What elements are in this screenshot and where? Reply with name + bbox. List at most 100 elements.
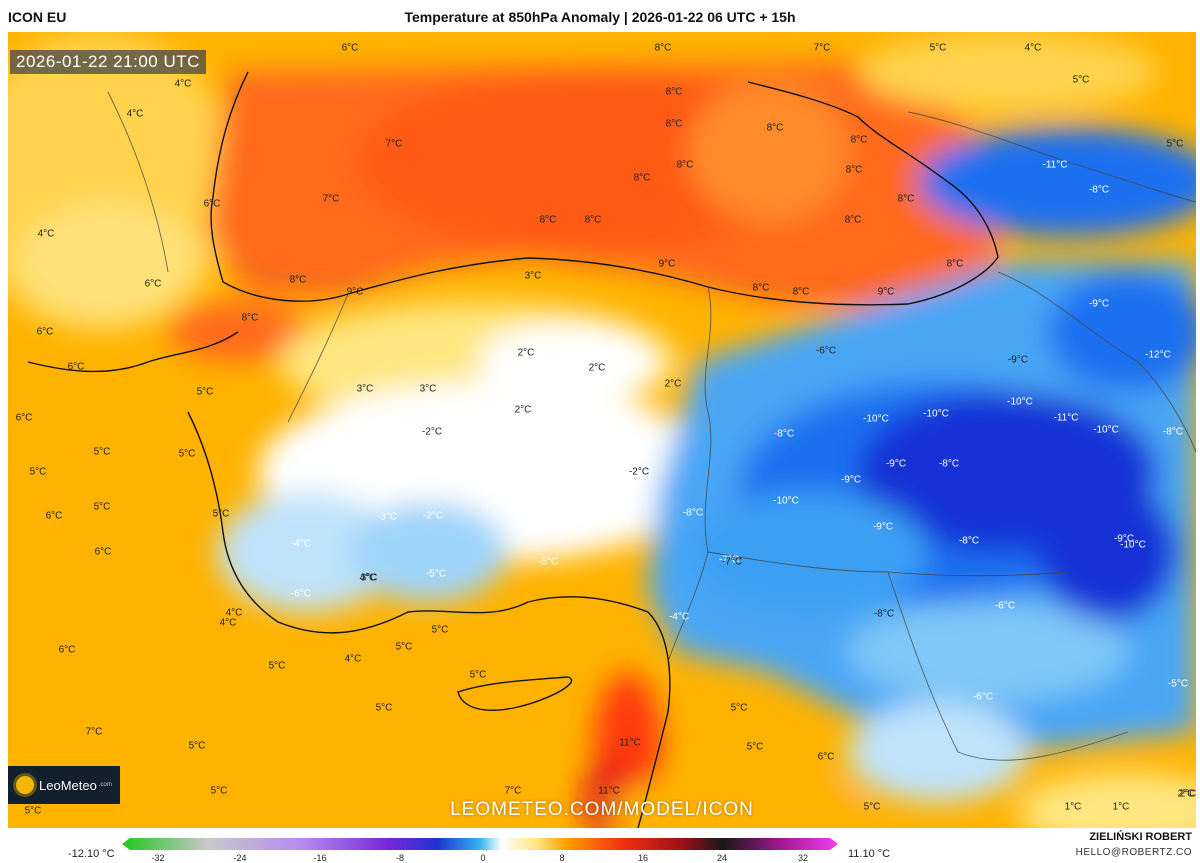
temperature-label: -6°C	[815, 345, 837, 357]
colorbar-tick-label: 8	[559, 853, 565, 863]
temperature-label: 3°C	[524, 270, 542, 282]
logo-suffix: .com	[98, 782, 112, 788]
temperature-label: 9°C	[877, 286, 895, 298]
temperature-label: -2°C	[422, 510, 444, 522]
colorbar-tick-label: 32	[797, 853, 809, 863]
temperature-label: -5°C	[425, 568, 447, 580]
temperature-label: 4°C	[1024, 42, 1042, 54]
temperature-label: 2°C	[517, 347, 535, 359]
sun-logo-icon	[16, 776, 34, 794]
temperature-label: 5°C	[24, 805, 42, 817]
map-area[interactable]: 2026-01-22 21:00 UTC 6°C 8°C 7°C 5°C 4°C 5°C 4…	[8, 32, 1196, 828]
temperature-label: 8°C	[676, 159, 694, 171]
temperature-label: 3°C	[419, 383, 437, 395]
temperature-label: 8°C	[539, 214, 557, 226]
temperature-label: 8°C	[850, 134, 868, 146]
temperature-label: 6°C	[341, 42, 359, 54]
temperature-label: 8°C	[766, 122, 784, 134]
temperature-label: 7°C	[504, 785, 522, 797]
temperature-label: -4°C	[290, 538, 312, 550]
temperature-label: -5°C	[537, 556, 559, 568]
temperature-label: 6°C	[94, 546, 112, 558]
temperature-label: 5°C	[1166, 138, 1184, 150]
temperature-label: 8°C	[633, 172, 651, 184]
temperature-label: -9°C	[1088, 298, 1110, 310]
temperature-label: 8°C	[897, 193, 915, 205]
temperature-label: 5°C	[268, 660, 286, 672]
temperature-label: 5°C	[746, 741, 764, 753]
temperature-label: 2°C	[514, 404, 532, 416]
temperature-label: 6°C	[15, 412, 33, 424]
temperature-label: -4°C	[668, 611, 690, 623]
temperature-label: -7°C	[718, 554, 740, 566]
temperature-label: -10°C	[1093, 424, 1119, 436]
temperature-label: 6°C	[67, 361, 85, 373]
author-email[interactable]: HELLO@ROBERTZ.CO	[1075, 847, 1192, 858]
temperature-label: 3°C	[360, 572, 378, 584]
temperature-label: 1°C	[1064, 801, 1082, 813]
temperature-label: 5°C	[863, 801, 881, 813]
temperature-label: -9°C	[1113, 533, 1135, 545]
temperature-label: 4°C	[225, 607, 243, 619]
anomaly-field	[8, 32, 1196, 828]
temperature-label: 5°C	[1072, 74, 1090, 86]
leometeo-logo[interactable]: LeoMeteo .com	[8, 766, 120, 804]
temperature-label: -7°C	[721, 556, 743, 568]
temperature-label: 6°C	[817, 751, 835, 763]
temperature-label: 4°C	[359, 572, 377, 584]
temperature-label: -9°C	[885, 458, 907, 470]
temperature-label: 8°C	[845, 164, 863, 176]
temperature-label: -8°C	[938, 458, 960, 470]
footer: -12.10 °C -32 -24 -16 -8 0 8 16 24 32 11.10	[0, 828, 1200, 863]
colorbar-tick-label: -16	[313, 853, 327, 863]
temperature-label: 2°C	[347, 448, 365, 460]
temperature-label: -5°C	[610, 515, 632, 527]
colorbar-tick-label: 24	[716, 853, 728, 863]
temperature-label: 8°C	[665, 86, 683, 98]
temperature-label: 9°C	[346, 286, 364, 298]
temperature-label: -8°C	[563, 488, 585, 500]
temperature-label: -8°C	[773, 428, 795, 440]
temperature-label: 7°C	[385, 138, 403, 150]
temperature-label: 7°C	[85, 726, 103, 738]
temperature-label: 5°C	[93, 501, 111, 513]
temperature-label: 4°C	[174, 78, 192, 90]
temperature-label: 8°C	[946, 258, 964, 270]
temperature-label: 5°C	[730, 702, 748, 714]
temperature-label: 3°C	[356, 383, 374, 395]
temperature-label: 2°C	[1177, 788, 1195, 800]
colorbar-tick-label: -32	[151, 853, 165, 863]
temperature-label: -3°C	[376, 511, 398, 523]
temperature-label: 8°C	[665, 118, 683, 130]
temperature-label: 7°C	[813, 42, 831, 54]
colorbar	[122, 838, 838, 850]
temperature-label: 5°C	[93, 446, 111, 458]
temperature-label: -8°C	[1162, 426, 1184, 438]
temperature-label: 4°C	[126, 108, 144, 120]
temperature-label: 4°C	[219, 617, 237, 629]
colorbar-tick-label: -24	[233, 853, 247, 863]
temperature-label: 1°C	[1112, 801, 1130, 813]
temperature-label: -10°C	[923, 408, 949, 420]
temperature-label: -2°C	[481, 500, 503, 512]
temperature-label: 5°C	[431, 624, 449, 636]
temperature-label: 5°C	[196, 386, 214, 398]
valid-time-badge: 2026-01-22 21:00 UTC	[10, 50, 206, 74]
temperature-label: 2°C	[664, 378, 682, 390]
temperature-label: 8°C	[752, 282, 770, 294]
temperature-label: 4°C	[344, 653, 362, 665]
temperature-label: -10°C	[1120, 539, 1146, 551]
temperature-label: 4°C	[37, 228, 55, 240]
colorbar-tick-label: -8	[395, 853, 405, 863]
map-title: Temperature at 850hPa Anomaly | 2026-01-…	[404, 9, 796, 25]
colorbar-min-label: -12.10 °C	[68, 848, 115, 860]
temperature-label: 5°C	[178, 448, 196, 460]
temperature-label: -11°C	[1053, 412, 1079, 424]
temperature-label: -9°C	[840, 474, 862, 486]
temperature-label: 2°C	[1179, 788, 1196, 800]
logo-text: LeoMeteo	[39, 777, 97, 793]
temperature-label: 5°C	[29, 466, 47, 478]
temperature-label: 6°C	[203, 198, 221, 210]
colorbar-tick-label: 0	[480, 853, 486, 863]
temperature-label: -8°C	[682, 507, 704, 519]
